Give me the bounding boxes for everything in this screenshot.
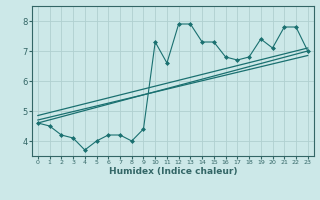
- X-axis label: Humidex (Indice chaleur): Humidex (Indice chaleur): [108, 167, 237, 176]
